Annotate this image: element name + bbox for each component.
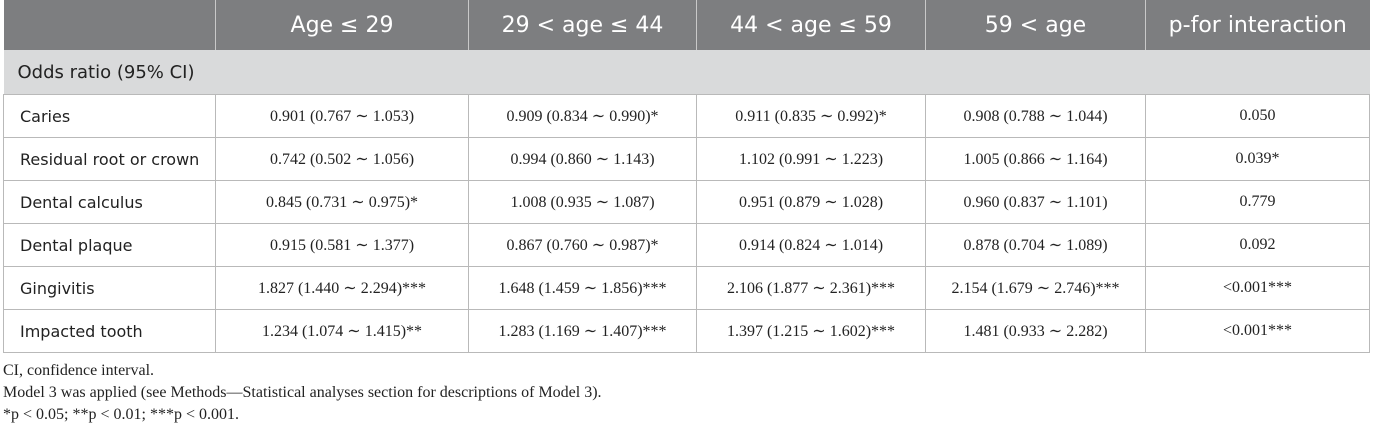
table-row: Gingivitis 1.827 (1.440 ∼ 2.294)*** 1.64… <box>3 266 1370 310</box>
row-label: Residual root or crown <box>3 137 216 181</box>
header-age-29-44: 29 < age ≤ 44 <box>468 0 697 50</box>
table-cell-p: <0.001*** <box>1145 266 1370 310</box>
table-cell: 2.106 (1.877 ∼ 2.361)*** <box>696 266 926 310</box>
table-row: Dental plaque 0.915 (0.581 ∼ 1.377) 0.86… <box>3 223 1370 267</box>
table-footnotes: CI, confidence interval. Model 3 was app… <box>3 360 602 426</box>
odds-ratio-table: Age ≤ 29 29 < age ≤ 44 44 < age ≤ 59 59 … <box>3 0 1370 353</box>
footnote-ci: CI, confidence interval. <box>3 362 155 379</box>
table-row: Residual root or crown 0.742 (0.502 ∼ 1.… <box>3 137 1370 181</box>
table-cell: 1.102 (0.991 ∼ 1.223) <box>696 137 926 181</box>
table-cell: 0.994 (0.860 ∼ 1.143) <box>468 137 697 181</box>
row-label: Caries <box>3 94 216 138</box>
table-row: Dental calculus 0.845 (0.731 ∼ 0.975)* 1… <box>3 180 1370 224</box>
table-row: Caries 0.901 (0.767 ∼ 1.053) 0.909 (0.83… <box>3 94 1370 138</box>
table-cell: 1.827 (1.440 ∼ 2.294)*** <box>215 266 469 310</box>
table-cell: 0.845 (0.731 ∼ 0.975)* <box>215 180 469 224</box>
section-row: Odds ratio (95% CI) <box>3 50 1370 95</box>
header-row: Age ≤ 29 29 < age ≤ 44 44 < age ≤ 59 59 … <box>3 0 1370 50</box>
table-cell: 0.878 (0.704 ∼ 1.089) <box>925 223 1146 267</box>
footnote-model: Model 3 was applied (see Methods—Statist… <box>3 384 602 401</box>
table-cell: 1.648 (1.459 ∼ 1.856)*** <box>468 266 697 310</box>
header-p-interaction: p-for interaction <box>1145 0 1370 50</box>
table-cell: 0.742 (0.502 ∼ 1.056) <box>215 137 469 181</box>
header-age-44-59: 44 < age ≤ 59 <box>696 0 926 50</box>
table-cell: 0.951 (0.879 ∼ 1.028) <box>696 180 926 224</box>
header-blank <box>3 0 216 50</box>
table-cell: 1.481 (0.933 ∼ 2.282) <box>925 309 1146 353</box>
row-label: Gingivitis <box>3 266 216 310</box>
table-cell: 0.901 (0.767 ∼ 1.053) <box>215 94 469 138</box>
results-table-container: Age ≤ 29 29 < age ≤ 44 44 < age ≤ 59 59 … <box>3 0 1370 353</box>
header-age-29: Age ≤ 29 <box>215 0 469 50</box>
table-cell-p: 0.092 <box>1145 223 1370 267</box>
table-cell: 1.005 (0.866 ∼ 1.164) <box>925 137 1146 181</box>
row-label: Impacted tooth <box>3 309 216 353</box>
table-cell: 2.154 (1.679 ∼ 2.746)*** <box>925 266 1146 310</box>
table-cell-p: 0.779 <box>1145 180 1370 224</box>
table-cell-p: 0.050 <box>1145 94 1370 138</box>
row-label: Dental plaque <box>3 223 216 267</box>
table-cell-p: 0.039* <box>1145 137 1370 181</box>
footnote-significance: *p < 0.05; **p < 0.01; ***p < 0.001. <box>3 406 239 423</box>
table-cell: 0.911 (0.835 ∼ 0.992)* <box>696 94 926 138</box>
table-cell: 0.915 (0.581 ∼ 1.377) <box>215 223 469 267</box>
table-cell: 0.960 (0.837 ∼ 1.101) <box>925 180 1146 224</box>
table-cell: 0.909 (0.834 ∼ 0.990)* <box>468 94 697 138</box>
table-cell-p: <0.001*** <box>1145 309 1370 353</box>
table-cell: 1.234 (1.074 ∼ 1.415)** <box>215 309 469 353</box>
row-label: Dental calculus <box>3 180 216 224</box>
table-cell: 0.914 (0.824 ∼ 1.014) <box>696 223 926 267</box>
section-label: Odds ratio (95% CI) <box>3 50 1370 95</box>
table-cell: 0.908 (0.788 ∼ 1.044) <box>925 94 1146 138</box>
header-age-59-plus: 59 < age <box>925 0 1146 50</box>
table-cell: 1.397 (1.215 ∼ 1.602)*** <box>696 309 926 353</box>
table-row: Impacted tooth 1.234 (1.074 ∼ 1.415)** 1… <box>3 309 1370 353</box>
table-cell: 1.008 (0.935 ∼ 1.087) <box>468 180 697 224</box>
table-cell: 1.283 (1.169 ∼ 1.407)*** <box>468 309 697 353</box>
table-cell: 0.867 (0.760 ∼ 0.987)* <box>468 223 697 267</box>
